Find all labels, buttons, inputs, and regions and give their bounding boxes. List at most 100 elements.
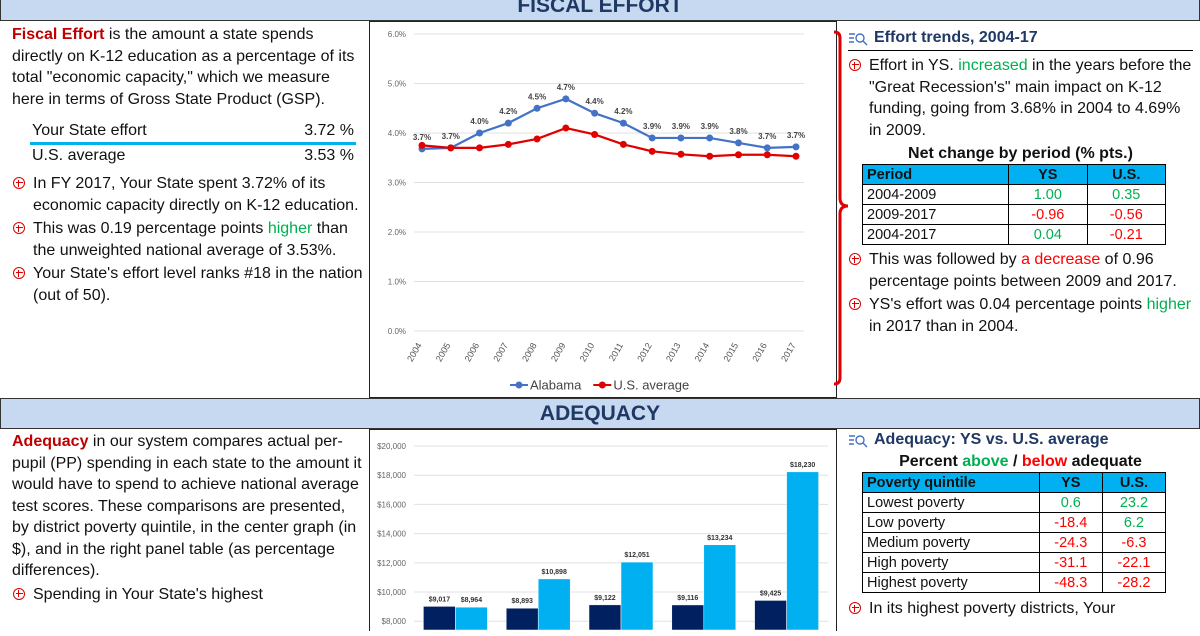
data-label: $9,122 — [594, 595, 616, 602]
section-header: FISCAL EFFORT — [0, 0, 1200, 21]
text-run: than the unweighted national average of … — [33, 220, 348, 259]
marker — [504, 119, 512, 127]
text-run: of 0.96 percentage points between 2009 a… — [869, 251, 1177, 290]
table-block: Net change by period (% pts.) Period YS U.S… — [848, 145, 1193, 245]
bar — [620, 561, 654, 631]
legend-label: Alabama — [530, 378, 582, 393]
bar — [671, 604, 705, 631]
marker — [734, 139, 742, 147]
marker — [562, 124, 570, 132]
panel-title-text: Adequacy: YS vs. U.S. average — [874, 431, 1109, 448]
x-tick-label: 2009 — [549, 341, 568, 363]
legend-marker — [598, 381, 606, 389]
marker — [792, 152, 800, 160]
cell: 0.04 — [1008, 224, 1088, 245]
grid — [414, 33, 804, 332]
bullet: YS's effort was 0.04 percentage points h… — [848, 294, 1193, 337]
cell: 0.35 — [1086, 184, 1167, 205]
marker — [418, 141, 426, 149]
x-tick-label: 2016 — [750, 341, 769, 363]
y-tick-label: 2.0% — [388, 228, 406, 237]
x-tick-label: 2010 — [578, 341, 597, 363]
bullet-list: Effort in YS. increased in the years bef… — [848, 55, 1193, 141]
cell: 23.2 — [1101, 492, 1167, 513]
x-tick-label: 2007 — [491, 341, 510, 363]
x-tick-label: 2005 — [434, 341, 453, 363]
y-tick-label: $14,000 — [377, 530, 406, 539]
highlight: higher — [1146, 296, 1192, 313]
cell: -0.21 — [1086, 224, 1167, 245]
marker — [533, 135, 541, 143]
cell: -0.56 — [1086, 204, 1167, 225]
line — [421, 126, 797, 158]
cell: -31.1 — [1038, 552, 1103, 573]
data-label: 4.5% — [528, 92, 546, 101]
data-table: Poverty quintile YS U.S. Lowest poverty 0.6 2… — [862, 472, 1167, 593]
cell: -6.3 — [1101, 532, 1167, 553]
y-tick-label: 0.0% — [388, 327, 406, 336]
data-table: Period YS U.S. 2004-2009 1.00 0.35 2009-2017 -0… — [861, 164, 1167, 245]
header-row: Poverty quintile YS U.S. — [862, 472, 1167, 493]
cell: Lowest poverty — [862, 492, 1040, 513]
y-tick-label: 3.0% — [388, 179, 406, 188]
text-run: In FY 2017, Your State spent 3.72% of it… — [33, 175, 359, 214]
column-header: Poverty quintile — [862, 472, 1040, 493]
bullet: In its highest poverty districts, Your — [848, 598, 1193, 620]
bar — [505, 607, 539, 631]
column-header: YS — [1008, 164, 1088, 185]
marker — [476, 144, 484, 152]
marker — [677, 150, 685, 158]
bullet-list: This was followed by a decrease of 0.96 … — [848, 249, 1193, 337]
term: Fiscal Effort — [12, 26, 105, 43]
y-tick-label: $10,000 — [377, 588, 406, 597]
marker — [648, 147, 656, 155]
x-tick-label: 2008 — [520, 341, 539, 363]
marker — [648, 134, 656, 142]
x-tick-label: 2014 — [693, 341, 712, 363]
marker — [619, 119, 627, 127]
bar — [754, 600, 787, 631]
data-label: 3.7% — [758, 132, 776, 141]
bracket — [833, 30, 849, 386]
cell: 2004-2017 — [861, 224, 1010, 245]
data-label: $12,051 — [624, 552, 649, 559]
bar — [537, 578, 571, 631]
data-label: 4.0% — [470, 117, 488, 126]
x-tick-label: 2004 — [405, 341, 424, 363]
table-row: Lowest poverty 0.6 23.2 — [862, 492, 1167, 513]
highlight: higher — [267, 220, 313, 237]
left-panel: Fiscal Effort is the amount a state spen… — [12, 24, 364, 308]
marker — [677, 134, 685, 142]
column-header: Period — [861, 164, 1010, 185]
cell: Highest poverty — [862, 572, 1040, 593]
x-tick-label: 2015 — [722, 341, 741, 363]
text-run: Effort in YS. — [869, 57, 959, 74]
marker — [447, 144, 455, 152]
highlight: below — [1021, 453, 1068, 470]
y-tick-label: $18,000 — [377, 471, 406, 480]
cell: 3.53 % — [304, 147, 354, 164]
table-row: Medium poverty -24.3 -6.3 — [862, 532, 1167, 553]
text-run: In its highest poverty districts, Your — [869, 600, 1116, 617]
intro: Adequacy in our system compares actual p… — [12, 431, 364, 582]
marker — [476, 129, 484, 137]
text-run: in the years before the "Great Recession… — [869, 57, 1192, 139]
section-header: ADEQUACY — [0, 398, 1200, 429]
cell: 2004-2009 — [861, 184, 1010, 205]
cell: 0.6 — [1038, 492, 1103, 513]
marker — [706, 152, 714, 160]
intro-text: is the amount a state spends directly on… — [12, 26, 355, 108]
x-tick-label: 2017 — [779, 341, 798, 363]
bullet-list: In FY 2017, Your State spent 3.72% of it… — [12, 173, 364, 306]
y-tick-label: $16,000 — [377, 500, 406, 509]
bar-chart: $8,000 $10,000 $12,000 $14,000 $16,000 $18,00… — [377, 442, 828, 631]
bar — [423, 606, 456, 631]
bullet: This was 0.19 percentage points higher t… — [12, 218, 364, 261]
text-run: adequate — [1067, 453, 1142, 470]
table-row: High poverty -31.1 -22.1 — [862, 552, 1167, 573]
marker — [504, 140, 512, 148]
table-title: Net change by period (% pts.) — [908, 145, 1133, 162]
table-block: Percent above / below adequate Poverty qu… — [848, 453, 1193, 593]
cell: 3.72 % — [254, 120, 356, 145]
legend-label: U.S. average — [613, 378, 689, 393]
